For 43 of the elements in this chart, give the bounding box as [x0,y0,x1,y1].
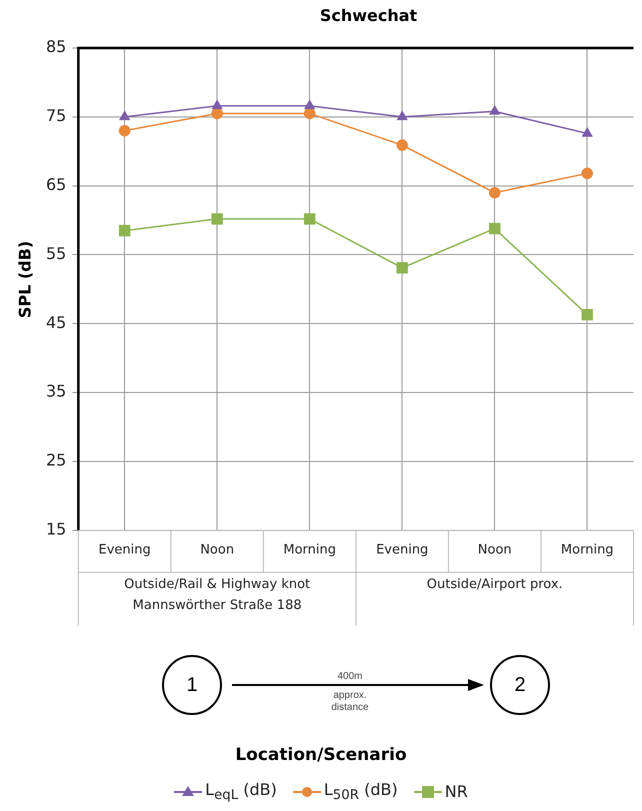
point [397,111,408,120]
point [304,108,316,120]
point [488,186,500,198]
point [304,100,315,110]
y-tick-label: 35 [46,382,66,401]
y-axis-title: SPL (dB) [16,240,34,320]
y-tick-label: 85 [46,37,66,56]
point [211,108,223,120]
x-tick-label: Morning [560,542,614,558]
y-tick-label: 75 [46,106,66,126]
y-tick-label: 15 [46,520,66,539]
text: Location/Scenario [234,745,408,765]
y-tick-label: 65 [46,174,66,194]
legend-label: NR [444,782,468,802]
point [211,213,223,225]
legend-label: L$_{50R}$ (dB) [324,780,398,804]
point [120,111,130,120]
y-tick-label: 25 [46,450,66,470]
text: Outside/Rail & Highway knot Mannswörther Straße 188 [123,576,312,616]
circle-icon: 2 [490,655,550,715]
point [490,106,500,115]
x-tick-label: Evening [98,542,151,558]
x-tick-label: Evening [376,542,428,558]
point [581,168,593,180]
point [396,262,408,274]
y-tick-label: 55 [46,244,66,263]
point [396,139,408,151]
point [489,222,500,234]
point [304,213,316,225]
legend-label: L$_{eqL}$ (dB) [205,780,277,804]
text: 400m approx. distance [330,671,370,714]
x-tick-label: Noon [478,542,512,558]
y-tick-label: 45 [46,312,66,332]
chart-title: Schwechat [318,6,418,25]
point [582,128,592,137]
point [212,100,222,110]
point [118,124,130,136]
x-tick-label: Morning [283,542,336,558]
point [582,309,593,320]
point [118,224,130,236]
circle-icon: 1 [162,655,222,715]
text: Outside/Airport prox. [426,576,564,594]
x-tick-label: Noon [200,542,234,558]
